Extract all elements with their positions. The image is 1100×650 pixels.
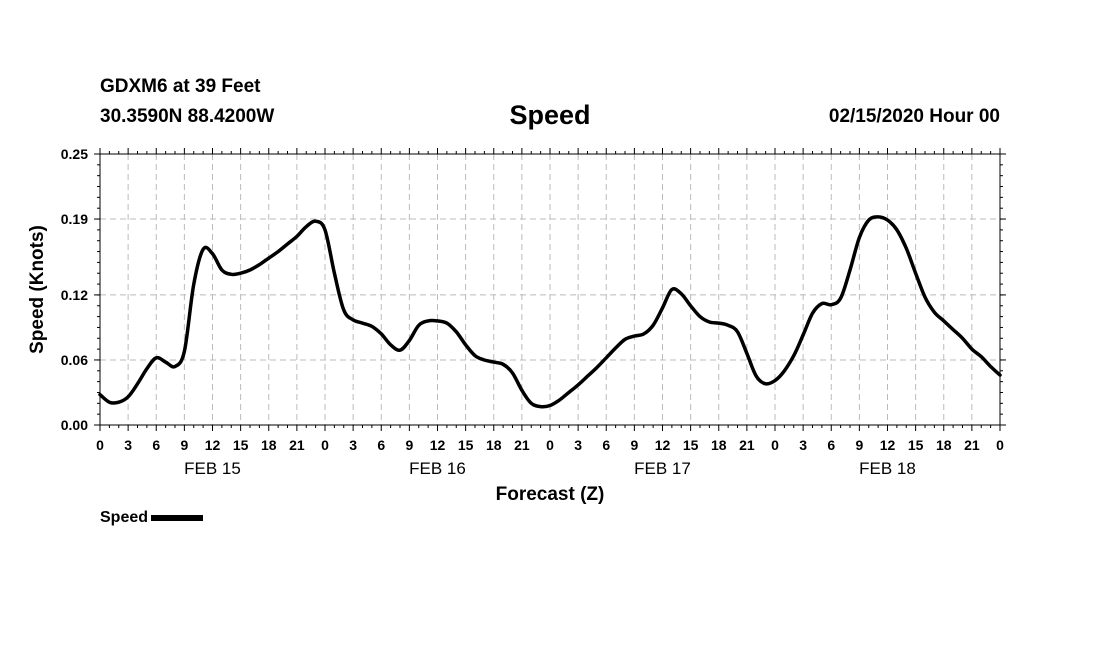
x-tick-label: 18 bbox=[261, 437, 277, 453]
x-tick-label: 0 bbox=[546, 437, 554, 453]
x-tick-label: 3 bbox=[124, 437, 132, 453]
x-tick-label: 21 bbox=[289, 437, 305, 453]
x-tick-label: 21 bbox=[514, 437, 530, 453]
y-tick-label: 0.12 bbox=[61, 287, 88, 303]
station-label: GDXM6 at 39 Feet bbox=[100, 76, 261, 97]
y-tick-labels: 0.00 0.06 0.12 0.19 0.25 bbox=[61, 146, 88, 433]
forecast-datetime: 02/15/2020 Hour 00 bbox=[828, 106, 1000, 127]
day-label: FEB 16 bbox=[409, 459, 466, 478]
x-tick-label: 12 bbox=[205, 437, 221, 453]
x-tick-label: 6 bbox=[152, 437, 160, 453]
x-tick-label: 21 bbox=[739, 437, 755, 453]
x-tick-label: 0 bbox=[321, 437, 329, 453]
chart-title: Speed bbox=[509, 100, 591, 130]
legend: Speed bbox=[100, 509, 204, 527]
x-tick-labels: 0 3 6 9 12 15 18 21 0 3 6 9 12 15 18 21 0 3 6 9 12 15 18 21 0 3 6 9… bbox=[96, 437, 1004, 453]
y-tick-label: 0.06 bbox=[61, 352, 88, 368]
x-tick-label: 9 bbox=[855, 437, 863, 453]
x-tick-label: 6 bbox=[602, 437, 610, 453]
y-axis-label: Speed (Knots) bbox=[27, 225, 48, 354]
x-tick-label: 3 bbox=[574, 437, 582, 453]
coordinates-label: 30.3590N 88.4200W bbox=[100, 106, 275, 127]
y-tick-label: 0.25 bbox=[61, 146, 88, 162]
x-tick-label: 9 bbox=[180, 437, 188, 453]
x-tick-label: 3 bbox=[799, 437, 807, 453]
y-tick-label: 0.00 bbox=[61, 417, 88, 433]
x-tick-label: 15 bbox=[908, 437, 924, 453]
x-tick-label: 12 bbox=[880, 437, 896, 453]
x-tick-label: 12 bbox=[655, 437, 671, 453]
x-tick-label: 9 bbox=[630, 437, 638, 453]
x-tick-label: 6 bbox=[827, 437, 835, 453]
x-tick-label: 6 bbox=[377, 437, 385, 453]
plot-frame bbox=[99, 153, 1001, 426]
legend-swatch bbox=[151, 515, 204, 521]
day-labels: FEB 15 FEB 16 FEB 17 FEB 18 bbox=[184, 459, 916, 478]
x-tick-label: 0 bbox=[771, 437, 779, 453]
x-tick-label: 0 bbox=[996, 437, 1004, 453]
x-tick-label: 15 bbox=[233, 437, 249, 453]
x-tick-label: 18 bbox=[936, 437, 952, 453]
x-tick-label: 12 bbox=[430, 437, 446, 453]
x-tick-label: 9 bbox=[405, 437, 413, 453]
x-tick-label: 15 bbox=[683, 437, 699, 453]
grid-lines bbox=[100, 154, 1000, 425]
y-tick-label: 0.19 bbox=[61, 211, 88, 227]
day-label: FEB 15 bbox=[184, 459, 241, 478]
x-tick-label: 18 bbox=[711, 437, 727, 453]
x-tick-label: 0 bbox=[96, 437, 104, 453]
legend-label: Speed bbox=[100, 509, 149, 526]
day-label: FEB 17 bbox=[634, 459, 691, 478]
x-tick-label: 18 bbox=[486, 437, 502, 453]
x-tick-label: 3 bbox=[349, 437, 357, 453]
x-tick-label: 15 bbox=[458, 437, 474, 453]
x-tick-label: 21 bbox=[964, 437, 980, 453]
speed-series-line bbox=[98, 215, 1002, 409]
x-axis-label: Forecast (Z) bbox=[496, 484, 605, 505]
day-label: FEB 18 bbox=[859, 459, 916, 478]
